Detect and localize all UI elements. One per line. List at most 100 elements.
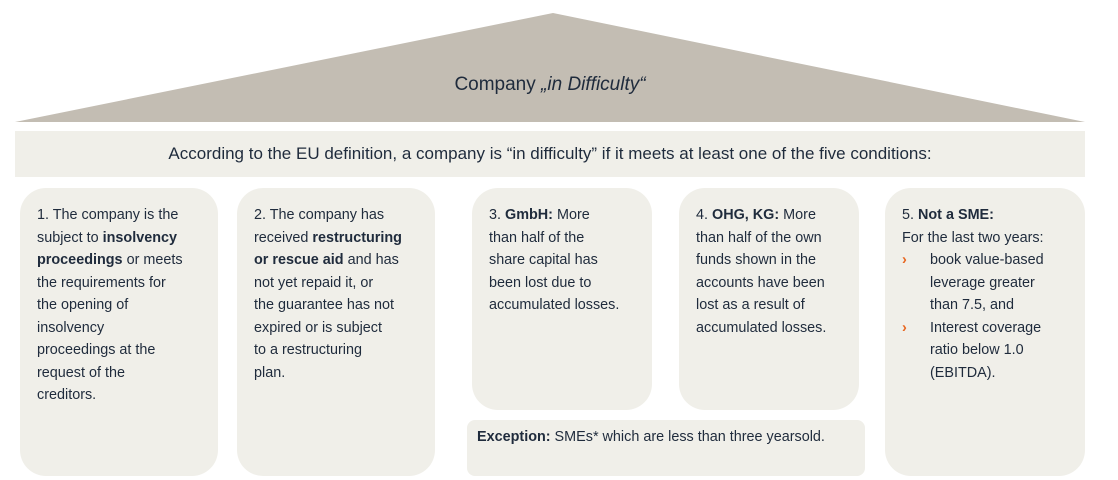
condition-5-not-sme: 5. Not a SME: For the last two years: › boo… (885, 188, 1085, 476)
condition-1-insolvency: 1. The company is the subject to insolven… (20, 188, 218, 476)
text: subject to (37, 229, 103, 246)
bold-text: Not a SME: (918, 207, 994, 223)
text: old. (801, 429, 825, 445)
text-line: (EBITDA). (902, 362, 1085, 385)
text: not yet repaid it, or (254, 274, 374, 291)
definition-text: According to the EU definition, a compan… (168, 144, 932, 163)
text: the opening of (37, 297, 129, 313)
text-line: › Interest coverage (902, 317, 1085, 340)
text: accumulated losses. (489, 297, 620, 313)
text: and has (343, 252, 399, 268)
diagram-title: Company „in Difficulty“ (0, 74, 1100, 96)
text: For the last two years: (902, 229, 1044, 246)
text-line: ratio below 1.0 (902, 339, 1085, 362)
text: 2. The company has (254, 207, 385, 223)
text-line: request of the (37, 362, 218, 385)
text-line: lost as a result of (696, 294, 859, 317)
text-line: expired or is subject (254, 317, 435, 340)
text-line: not yet repaid it, or (254, 272, 435, 295)
title-italic: „in Difficulty“ (541, 74, 646, 95)
text: proceedings at the (37, 342, 156, 358)
text-line: creditors. (37, 384, 218, 407)
text-line: leverage greater (902, 272, 1085, 295)
text-line: share capital has (489, 249, 652, 272)
text-line: old. (802, 429, 825, 445)
text-line: subject to insolvency (37, 227, 218, 250)
text: More (779, 207, 816, 223)
chevron-right-icon: › (902, 319, 907, 336)
text-line: insolvency (37, 317, 218, 340)
text: More (552, 207, 590, 223)
text-line: 2. The company has (254, 204, 435, 227)
bold-text: or rescue aid (254, 252, 344, 268)
text: accumulated losses. (696, 319, 827, 336)
text: creditors. (37, 387, 97, 403)
condition-2-rescue-aid: 2. The company has received restructuring… (237, 188, 435, 476)
text-line: proceedings or meets (37, 249, 218, 272)
condition-3-gmbh: 3. GmbH: More than half of the share capit… (472, 188, 652, 410)
text: 4. (696, 207, 712, 223)
text: been lost due to (489, 274, 592, 291)
bold-text: Exception: (477, 429, 551, 445)
text-line: proceedings at the (37, 339, 218, 362)
text-line: Exception: SMEs* which are less than thr… (477, 429, 802, 445)
text-line: the guarantee has not (254, 294, 435, 317)
bold-text: OHG, KG: (712, 207, 780, 223)
text: ratio below 1.0 (930, 342, 1024, 358)
text-line: to a restructuring (254, 339, 435, 362)
text-line: 3. GmbH: More (489, 204, 652, 227)
text-line: accumulated losses. (489, 294, 652, 317)
text-line: 1. The company is the (37, 204, 218, 227)
text: than half of the own (696, 229, 822, 246)
text: received (254, 229, 313, 246)
bold-text: proceedings (37, 252, 123, 268)
text-line: plan. (254, 362, 435, 385)
text: lost as a result of (696, 297, 805, 313)
text: to a restructuring (254, 342, 362, 358)
text: SMEs* which are less than three years (550, 429, 802, 445)
text-line: than 7.5, and (902, 294, 1085, 317)
text-line: accounts have been (696, 272, 859, 295)
text-line: than half of the (489, 227, 652, 250)
text: accounts have been (696, 274, 825, 291)
text-line: funds shown in the (696, 249, 859, 272)
text-line: the opening of (37, 294, 218, 317)
text-line: For the last two years: (902, 227, 1085, 250)
text: leverage greater (930, 274, 1035, 291)
text: the requirements for (37, 274, 166, 291)
text: insolvency (37, 319, 105, 336)
text: 5. (902, 207, 918, 223)
text: book value-based (930, 252, 1044, 268)
bold-text: restructuring (312, 229, 402, 246)
text: or meets (122, 252, 183, 268)
text-line: been lost due to (489, 272, 652, 295)
bold-text: GmbH: (505, 207, 553, 223)
text: than 7.5, and (930, 297, 1015, 313)
text-line: the requirements for (37, 272, 218, 295)
text: request of the (37, 364, 126, 381)
definition-banner: According to the EU definition, a compan… (15, 131, 1085, 177)
text-line: accumulated losses. (696, 317, 859, 340)
text: share capital has (489, 252, 598, 268)
text-line: than half of the own (696, 227, 859, 250)
title-prefix: Company (454, 74, 542, 95)
text: plan. (254, 364, 286, 381)
text-line: 5. Not a SME: (902, 204, 1085, 227)
roof-triangle (15, 13, 1085, 122)
text-line: › book value-based (902, 249, 1085, 272)
text: 1. The company is the (37, 207, 179, 223)
bold-text: insolvency (102, 229, 177, 246)
text: expired or is subject (254, 319, 382, 336)
condition-4-ohg-kg: 4. OHG, KG: More than half of the own fund… (679, 188, 859, 410)
text: than half of the (489, 229, 585, 246)
text-line: or rescue aid and has (254, 249, 435, 272)
text: 3. (489, 207, 505, 223)
exception-note: Exception: SMEs* which are less than thr… (467, 420, 865, 476)
text: the guarantee has not (254, 297, 395, 313)
chevron-right-icon: › (902, 252, 907, 268)
text: (EBITDA). (930, 364, 996, 381)
text: funds shown in the (696, 252, 817, 268)
text-line: 4. OHG, KG: More (696, 204, 859, 227)
text-line: received restructuring (254, 227, 435, 250)
text: Interest coverage (930, 319, 1042, 336)
